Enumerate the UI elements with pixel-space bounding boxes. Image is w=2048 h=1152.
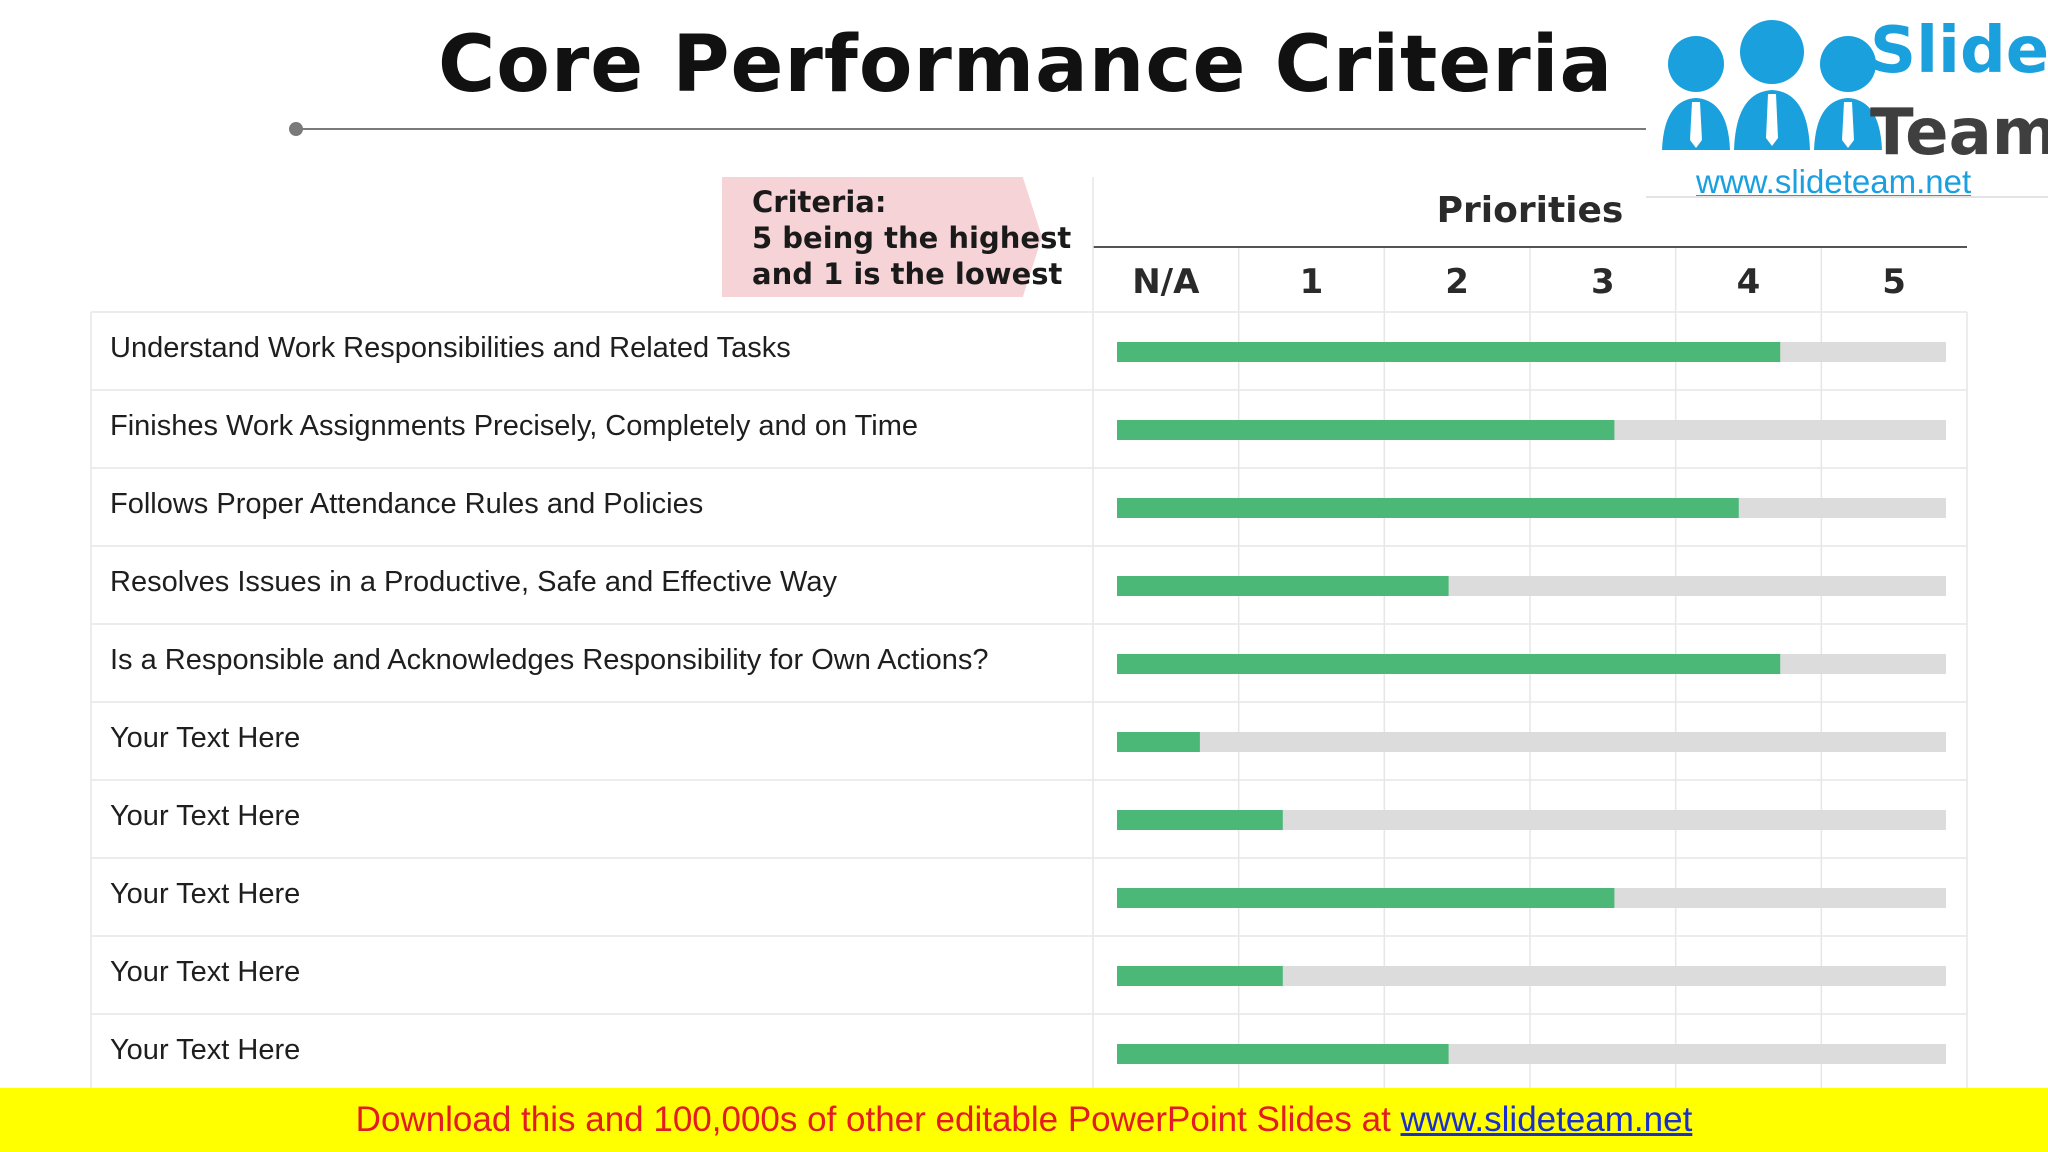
bar xyxy=(1117,1044,1449,1064)
logo-divider xyxy=(1646,196,2048,198)
bar-track xyxy=(1117,732,1946,752)
bar-track xyxy=(1117,810,1946,830)
logo-word-team: Team xyxy=(1870,96,2048,170)
row-label: Your Text Here xyxy=(110,800,301,832)
bar xyxy=(1117,966,1283,986)
bar xyxy=(1117,732,1200,752)
bar-track xyxy=(1117,966,1946,986)
row-label: Your Text Here xyxy=(110,878,301,910)
title-rule xyxy=(297,128,1657,130)
bar xyxy=(1117,576,1449,596)
priorities-rule xyxy=(1093,246,1967,248)
logo-url-link[interactable]: www.slideteam.net xyxy=(1696,163,1972,200)
slideteam-logo xyxy=(1646,0,2048,198)
row-label: Your Text Here xyxy=(110,1034,301,1066)
criteria-line-2: 5 being the highest xyxy=(752,221,1072,255)
row-label: Finishes Work Assignments Precisely, Com… xyxy=(110,410,919,442)
footer-link[interactable]: www.slideteam.net xyxy=(1400,1100,1693,1139)
row-label: Understand Work Responsibilities and Rel… xyxy=(110,332,791,364)
column-label: 5 xyxy=(1882,262,1906,302)
row-label: Your Text Here xyxy=(110,722,301,754)
criteria-line-3: and 1 is the lowest xyxy=(752,257,1063,291)
bar xyxy=(1117,888,1615,908)
chart-title: Priorities xyxy=(1436,190,1624,231)
footer-banner xyxy=(0,1088,2048,1152)
logo-word-slide: Slide xyxy=(1870,14,2048,88)
row-label: Your Text Here xyxy=(110,956,301,988)
footer-message: Download this and 100,000s of other edit… xyxy=(355,1100,1401,1139)
column-label: 4 xyxy=(1736,262,1761,302)
row-label: Resolves Issues in a Productive, Safe an… xyxy=(110,566,837,598)
column-label: 2 xyxy=(1445,262,1469,302)
bar xyxy=(1117,810,1283,830)
title-rule-dot xyxy=(289,122,303,136)
page-title: Core Performance Criteria (1/3) xyxy=(438,20,1855,110)
column-label: 3 xyxy=(1590,262,1615,302)
row-label: Is a Responsible and Acknowledges Respon… xyxy=(110,644,989,676)
bar xyxy=(1117,654,1781,674)
bar xyxy=(1117,342,1781,362)
criteria-text: Criteria: 5 being the highest and 1 is t… xyxy=(752,184,1071,292)
bar xyxy=(1117,420,1615,440)
column-label: N/A xyxy=(1132,262,1200,302)
criteria-callout xyxy=(722,177,1042,297)
criteria-line-1: Criteria: xyxy=(752,185,887,219)
column-label: 1 xyxy=(1299,262,1324,302)
bar xyxy=(1117,498,1739,518)
footer-text: Download this and 100,000s of other edit… xyxy=(0,1088,2048,1152)
people-group-logo-icon xyxy=(1662,20,1882,150)
row-label: Follows Proper Attendance Rules and Poli… xyxy=(110,488,704,520)
